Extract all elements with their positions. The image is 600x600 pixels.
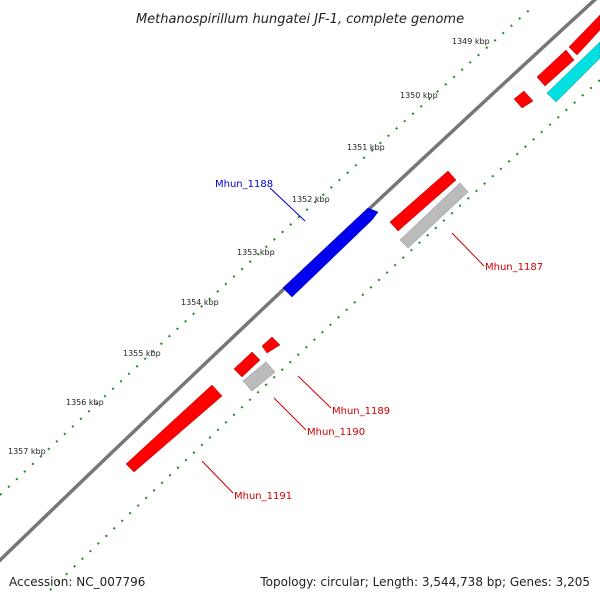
gene-label-mhun-1190[interactable]: Mhun_1190 — [307, 427, 365, 438]
gene-label-mhun-1188[interactable]: Mhun_1188 — [215, 179, 273, 190]
tick-label-1355: 1355 kbp — [123, 349, 161, 358]
outer-tick-track — [0, 4, 536, 496]
leader-line-mhun-1187 — [451, 232, 485, 267]
gene-feature-mhun-1191[interactable] — [125, 384, 223, 473]
gene-label-mhun-1191[interactable]: Mhun_1191 — [234, 491, 292, 502]
leader-line-mhun-1188 — [269, 187, 306, 222]
gene-feature-red-2[interactable] — [513, 90, 534, 109]
gene-feature-mhun-1187-grey[interactable] — [399, 182, 469, 249]
tick-label-1357: 1357 kbp — [8, 447, 46, 456]
gene-feature-mhun-1190[interactable] — [242, 361, 276, 392]
tick-label-1352: 1352 kbp — [292, 195, 330, 204]
gene-feature-red-4[interactable] — [568, 14, 600, 56]
tick-label-1351: 1351 kbp — [347, 143, 385, 152]
gene-label-mhun-1187[interactable]: Mhun_1187 — [485, 262, 543, 273]
leader-line-mhun-1190 — [273, 397, 307, 431]
inner-tick-track — [49, 79, 600, 591]
accession-text: Accession: NC_007796 — [9, 575, 145, 589]
gene-feature-mhun-1188[interactable] — [282, 207, 379, 298]
gene-feature-mhun-1189[interactable] — [233, 351, 261, 378]
map-title: Methanospirillum hungatei JF-1, complete… — [136, 12, 464, 27]
leader-line-mhun-1189 — [297, 375, 332, 409]
leader-line-mhun-1191 — [201, 460, 234, 494]
gene-feature-cyan[interactable] — [546, 41, 600, 103]
gene-label-mhun-1189[interactable]: Mhun_1189 — [332, 406, 390, 417]
tick-label-1356: 1356 kbp — [66, 398, 104, 407]
tick-label-1354: 1354 kbp — [181, 298, 219, 307]
tick-label-1353: 1353 kbp — [237, 248, 275, 257]
topology-info-text: Topology: circular; Length: 3,544,738 bp… — [259, 575, 590, 589]
gene-feature-red-1[interactable] — [261, 336, 281, 354]
tick-label-1349: 1349 kbp — [452, 37, 490, 46]
tick-label-1350: 1350 kbp — [400, 91, 438, 100]
gene-feature-mhun-1187[interactable] — [389, 170, 457, 232]
gene-feature-red-3[interactable] — [536, 49, 575, 87]
